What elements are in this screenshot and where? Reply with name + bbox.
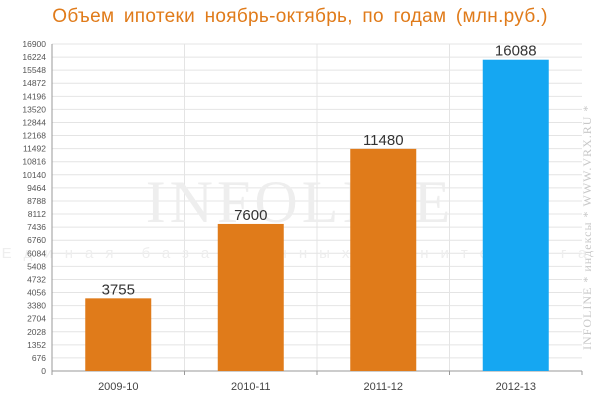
y-tick-label: 14196 <box>22 91 46 101</box>
bars <box>85 59 549 371</box>
bar <box>217 223 284 371</box>
y-tick-label: 676 <box>32 353 46 363</box>
watermark-sub: Единая база данных мониторинга <box>2 245 599 262</box>
y-tick-label: 1352 <box>27 340 46 350</box>
x-category-label: 2012-13 <box>496 381 536 393</box>
y-tick-label: 14872 <box>22 78 46 88</box>
y-tick-label: 12168 <box>22 131 46 141</box>
bar <box>85 298 152 371</box>
y-tick-label: 8112 <box>28 209 47 219</box>
data-label: 3755 <box>102 281 135 298</box>
y-tick-label: 0 <box>41 366 46 376</box>
y-tick-label: 5408 <box>27 261 46 271</box>
y-tick-label: 11492 <box>23 144 46 154</box>
y-tick-label: 16224 <box>22 52 46 62</box>
y-tick-label: 3380 <box>27 301 46 311</box>
y-tick-label: 10140 <box>22 170 46 180</box>
x-category-label: 2010-11 <box>231 381 271 393</box>
y-tick-label: 6084 <box>27 248 46 258</box>
y-tick-label: 2704 <box>27 314 46 324</box>
data-labels: 3755 7600 11480 16088 <box>102 43 537 299</box>
bar <box>350 148 417 371</box>
y-tick-label: 12844 <box>22 117 46 127</box>
x-category-label: 2011-12 <box>363 381 403 393</box>
chart-title: Объем ипотеки ноябрь-октябрь, по годам (… <box>52 6 548 27</box>
y-tick-label: 10816 <box>22 157 46 167</box>
y-tick-label: 2028 <box>27 327 46 337</box>
y-tick-label: 7436 <box>27 222 46 232</box>
side-watermark: INFOLINE * индексы * WWW.VRX.RU * <box>580 104 594 350</box>
data-label: 16088 <box>495 43 537 60</box>
y-tick-label: 4056 <box>27 288 46 298</box>
x-category-label: 2009-10 <box>98 381 138 393</box>
category-labels: 2009-10 2010-11 2011-12 2012-13 <box>98 381 536 393</box>
y-tick-label: 8788 <box>27 196 46 206</box>
y-axis-ticks: 0 676 1352 2028 2704 3380 4056 4732 5408 6084 6760… <box>22 39 46 376</box>
y-tick-label: 16900 <box>22 39 46 49</box>
y-tick-label: 4732 <box>27 274 46 284</box>
y-tick-label: 13520 <box>22 104 46 114</box>
y-tick-label: 6760 <box>27 235 46 245</box>
data-label: 11480 <box>363 132 404 149</box>
bar <box>482 59 549 371</box>
y-tick-label: 15548 <box>22 65 46 75</box>
y-tick-label: 9464 <box>27 183 46 193</box>
data-label: 7600 <box>234 207 267 224</box>
